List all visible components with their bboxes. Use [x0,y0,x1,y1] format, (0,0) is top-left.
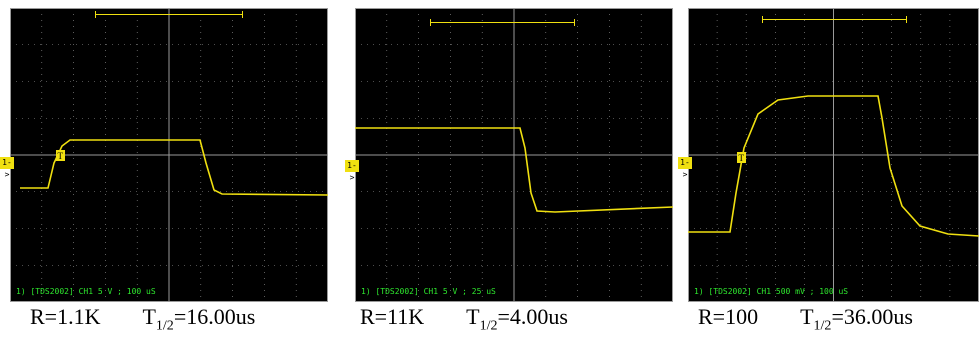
scope-screen-1: T 1) [TDS2002] CH1 5 V ; 100 uS [10,8,328,302]
scope-grid-2 [355,8,673,302]
trace-2 [355,127,673,213]
scope-graph-3: T [688,8,979,302]
grid-border [10,8,328,302]
timebase-bar-3 [762,19,907,20]
caption-3: R=100 T1/2=36.00us [698,304,913,334]
caption-1: R=1.1K T1/2=16.00us [30,304,256,334]
channel-marker-1: 1-> [0,157,14,179]
timebase-bar-1 [95,14,243,15]
scope-graph-1: T [10,8,328,302]
scope-screen-2: 1) [TDS2002] CH1 5 V ; 25 uS [355,8,673,302]
scope-label-3: 1) [TDS2002] CH1 500 mV ; 100 uS [694,287,849,296]
scope-screen-3: T 1) [TDS2002] CH1 500 mV ; 100 uS [688,8,979,302]
scope-label-2: 1) [TDS2002] CH1 5 V ; 25 uS [361,287,496,296]
channel-marker-3: 1-> [678,157,692,179]
trace-1 [20,139,328,196]
timebase-bar-2 [430,22,575,23]
caption-r-2: R=11K [360,304,425,329]
scope-label-1: 1) [TDS2002] CH1 5 V ; 100 uS [16,287,156,296]
scope-grid-1 [10,8,328,302]
trace-3 [688,95,979,237]
caption-r-1: R=1.1K [30,304,101,329]
trigger-marker-1 [56,150,65,161]
trigger-letter-1: T [58,151,64,161]
scope-graph-2 [355,8,673,302]
channel-marker-2: 1-> [345,160,359,182]
scope-grid-3 [688,8,979,302]
grid-border [355,8,673,302]
caption-r-3: R=100 [698,304,759,329]
trigger-letter-3: T [739,153,745,163]
caption-2: R=11K T1/2=4.00us [360,304,568,334]
trigger-marker-3 [737,152,746,163]
